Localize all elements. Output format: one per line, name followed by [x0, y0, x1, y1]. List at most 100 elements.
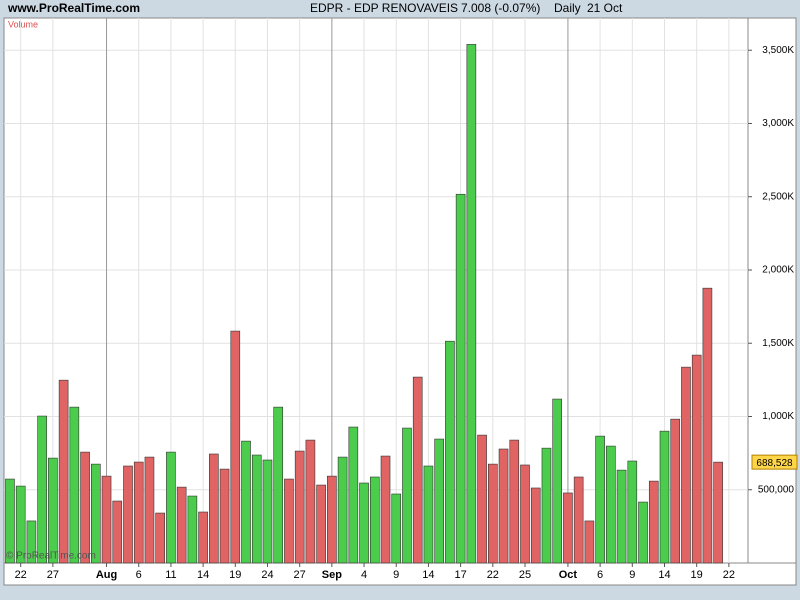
- y-tick-label: 500,000: [758, 484, 795, 495]
- x-tick-label: Sep: [322, 569, 342, 581]
- bar: [91, 463, 101, 564]
- bar: [198, 511, 208, 564]
- x-tick-label: 27: [47, 569, 59, 581]
- bar: [434, 438, 444, 564]
- bar: [155, 512, 165, 564]
- last-value-box: [751, 454, 798, 470]
- bar: [80, 451, 90, 564]
- bar: [638, 501, 648, 564]
- bar: [294, 450, 305, 564]
- date: 21 Oct: [587, 1, 623, 15]
- y-tick-label: 2,000K: [762, 265, 794, 276]
- period: Daily: [554, 1, 581, 15]
- bar: [702, 287, 713, 564]
- y-tick-label: 1,000K: [762, 411, 794, 422]
- x-tick-label: 9: [629, 569, 635, 581]
- bar: [359, 482, 369, 564]
- watermark: © ProRealTime.com: [6, 551, 96, 562]
- x-tick-label: Aug: [96, 569, 117, 581]
- x-tick-label: 14: [197, 569, 209, 581]
- bar: [573, 476, 584, 564]
- bar: [423, 465, 434, 564]
- last-value-label: 688,528: [756, 458, 793, 469]
- bar: [166, 451, 176, 564]
- bar: [26, 520, 37, 564]
- bar: [187, 495, 198, 564]
- bar: [123, 465, 133, 564]
- x-axis-panel: [3, 562, 797, 586]
- y-tick-label: 2,500K: [762, 191, 794, 202]
- bar: [58, 379, 69, 564]
- x-tick-label: 25: [519, 569, 531, 581]
- bars: [5, 44, 723, 564]
- site: www.ProRealTime.com: [7, 1, 140, 15]
- bar: [241, 440, 251, 564]
- bar: [477, 434, 487, 564]
- x-tick-label: 19: [691, 569, 703, 581]
- x-tick-label: 6: [597, 569, 603, 581]
- bar: [219, 468, 230, 564]
- x-tick-label: 22: [723, 569, 735, 581]
- x-tick-label: 14: [658, 569, 670, 581]
- bar: [595, 435, 605, 564]
- bar: [584, 520, 595, 564]
- bar: [466, 44, 477, 564]
- bar: [541, 447, 552, 564]
- bar: [251, 454, 262, 564]
- bar: [380, 455, 391, 564]
- bar: [659, 430, 670, 564]
- bar: [230, 330, 241, 564]
- bar: [305, 439, 316, 564]
- bar: [455, 193, 466, 564]
- bar: [520, 464, 530, 564]
- bar: [69, 406, 80, 564]
- bar: [337, 456, 348, 564]
- bar: [445, 340, 455, 564]
- x-tick-label: 4: [361, 569, 367, 581]
- bar: [402, 427, 412, 564]
- bar: [563, 492, 573, 564]
- x-tick-label: 27: [294, 569, 306, 581]
- axis-panel: [747, 17, 797, 564]
- x-tick-label: 9: [393, 569, 399, 581]
- bar: [5, 478, 15, 564]
- x-tick-label: 17: [455, 569, 467, 581]
- bar: [616, 469, 627, 564]
- bar: [144, 456, 155, 564]
- bar: [648, 480, 659, 564]
- x-tick-label: 22: [15, 569, 27, 581]
- bar: [369, 476, 380, 564]
- bar: [101, 475, 112, 564]
- y-tick-label: 3,000K: [762, 118, 794, 129]
- x-tick-label: 19: [229, 569, 241, 581]
- bar: [670, 418, 681, 564]
- bar: [209, 453, 219, 564]
- bar: [552, 398, 562, 564]
- quote: 7.008 (-0.07%): [461, 1, 540, 15]
- x-tick-label: 24: [261, 569, 273, 581]
- bar: [627, 460, 638, 564]
- instrument: EDPR - EDP RENOVAVEIS: [310, 1, 458, 15]
- bar: [498, 448, 509, 564]
- bar: [316, 484, 326, 564]
- x-tick-label: 14: [422, 569, 434, 581]
- bar: [48, 457, 58, 564]
- bar: [488, 463, 498, 564]
- bar: [606, 445, 616, 564]
- bar: [348, 426, 359, 564]
- y-tick-label: 3,500K: [762, 45, 794, 56]
- chart-title: Volume: [8, 19, 38, 29]
- y-tick-label: 1,500K: [762, 338, 794, 349]
- bar: [273, 406, 284, 564]
- bar: [391, 493, 402, 564]
- bar: [112, 500, 123, 564]
- bar: [176, 486, 187, 564]
- bar: [412, 376, 423, 564]
- bar: [37, 415, 47, 564]
- bar: [713, 461, 723, 564]
- x-tick-label: Oct: [559, 569, 578, 581]
- bar: [681, 366, 691, 564]
- bar: [133, 461, 144, 564]
- bar: [262, 459, 273, 564]
